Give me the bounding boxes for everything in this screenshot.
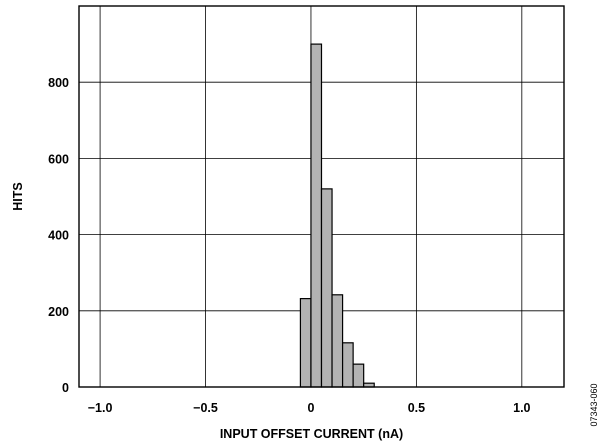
histogram-bar — [300, 299, 311, 387]
histogram-bar — [322, 189, 333, 387]
y-tick-label: 400 — [48, 229, 69, 243]
x-tick-label: 0.5 — [408, 401, 425, 415]
y-tick-label: 200 — [48, 305, 69, 319]
figure-id: 07343-060 — [589, 383, 599, 426]
x-tick-label: −1.0 — [88, 401, 113, 415]
histogram-bar — [311, 44, 322, 387]
y-axis-title: HITS — [11, 182, 25, 210]
y-tick-label: 800 — [48, 76, 69, 90]
y-tick-labels: 0 200 400 600 800 — [48, 76, 69, 395]
x-tick-label: 1.0 — [513, 401, 530, 415]
x-tick-label: −0.5 — [193, 401, 218, 415]
histogram-bars — [300, 44, 374, 387]
histogram-bar — [332, 295, 343, 387]
y-tick-label: 600 — [48, 152, 69, 166]
x-tick-label: 0 — [307, 401, 314, 415]
histogram-bar — [343, 343, 354, 387]
x-tick-labels: −1.0 −0.5 0 0.5 1.0 — [88, 401, 531, 415]
histogram-bar — [353, 364, 364, 387]
x-axis-title: INPUT OFFSET CURRENT (nA) — [220, 427, 403, 441]
y-tick-label: 0 — [62, 381, 69, 395]
